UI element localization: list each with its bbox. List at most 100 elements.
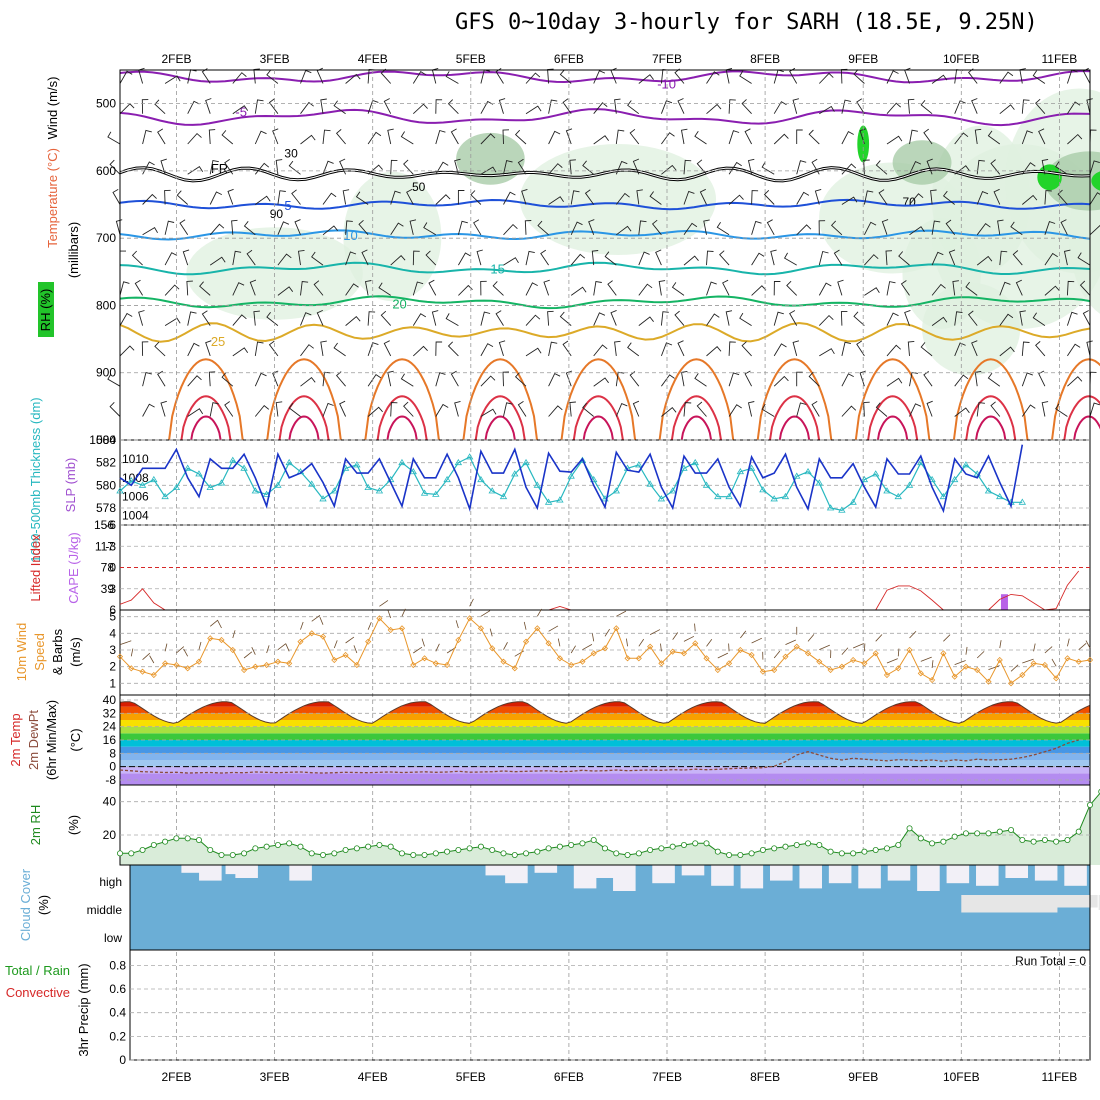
wind-barb <box>524 220 532 235</box>
wind-barb <box>445 71 459 84</box>
wind-barb <box>694 130 707 145</box>
wind-barb <box>543 279 550 296</box>
wind-barb <box>187 100 200 114</box>
wind-barb <box>1044 252 1058 266</box>
wind-barb <box>412 103 428 115</box>
wind-barb <box>967 310 978 326</box>
wind-barb <box>954 165 970 175</box>
wind-barb <box>1089 160 1100 175</box>
wind-speed-point <box>241 666 248 674</box>
wind-barb <box>570 221 583 235</box>
wind-barb <box>232 72 247 84</box>
cloud-gap-high <box>770 865 793 881</box>
rh-point <box>669 843 676 850</box>
wind-barb <box>942 190 955 205</box>
wind-barb <box>254 99 264 114</box>
wind-barb <box>254 372 267 387</box>
wind-speed-point <box>207 635 214 642</box>
wind-barb <box>498 340 506 357</box>
wind-barb <box>333 342 346 357</box>
wind-barb <box>886 312 899 326</box>
wind-barb <box>187 408 204 417</box>
wind-barb <box>525 314 541 326</box>
date-label-bottom-9: 11FEB <box>1042 1070 1078 1084</box>
wind-barb <box>187 342 200 357</box>
wind-barb <box>358 219 369 236</box>
rh-point <box>207 847 214 854</box>
wind-barb <box>1015 279 1023 296</box>
wind-barb <box>514 129 527 145</box>
wind-barb <box>492 281 504 296</box>
wind-barb <box>683 255 699 266</box>
wind-barb <box>454 400 461 417</box>
wind-barb <box>792 340 800 357</box>
wind-barb <box>275 159 283 175</box>
wind-speed-point <box>1086 656 1094 664</box>
panel-temp-ytick: 0 <box>109 760 116 774</box>
wind-barb <box>412 250 420 266</box>
wind-barb <box>841 373 854 387</box>
isotherm-35-0 <box>180 395 232 441</box>
wind-speed-point <box>782 653 789 660</box>
wind-barb <box>706 103 722 115</box>
wind-barb <box>976 255 993 266</box>
panel-thickness-frame <box>119 439 1091 526</box>
wind-barb <box>990 401 1001 417</box>
wind-barb-10m <box>604 628 610 637</box>
wind-barb <box>999 104 1015 115</box>
wind-barb <box>179 219 189 236</box>
wind-barb-10m <box>435 643 440 652</box>
wind-barb-10m <box>319 616 324 625</box>
wind-barb-10m <box>149 655 155 664</box>
wind-speed-point <box>1007 680 1015 687</box>
wind-barb <box>141 341 149 356</box>
rh-point <box>455 847 462 854</box>
wind-barb <box>112 189 121 205</box>
wind-barb-10m <box>1044 646 1053 654</box>
wind-barb <box>886 377 903 387</box>
wind-barb <box>739 312 752 326</box>
wind-barb <box>744 128 752 145</box>
wind-barb <box>142 372 152 387</box>
wind-barb <box>157 370 166 387</box>
ytick-upper-700: 700 <box>96 231 116 245</box>
wind-barb <box>909 226 925 236</box>
wind-barb-10m <box>413 646 423 654</box>
wind-barb <box>187 165 204 175</box>
wind-barb <box>164 317 181 326</box>
wind-barb <box>470 190 482 205</box>
wind-barb <box>277 221 290 235</box>
wind-barb-10m <box>875 634 883 642</box>
wind-barb <box>974 371 982 387</box>
wind-speed-point <box>297 638 304 645</box>
rh-point <box>195 837 202 844</box>
ylabel-2m-dewpt: 2m DewPt <box>26 710 41 770</box>
wind-speed-point <box>771 666 778 674</box>
wind-barb <box>638 74 654 84</box>
thickness-point <box>274 481 282 488</box>
wind-barb <box>923 128 933 145</box>
wind-barb-10m <box>379 600 389 607</box>
wind-barb <box>811 158 820 175</box>
wind-barb <box>209 191 222 205</box>
wind-barb <box>886 70 899 84</box>
wind-barb <box>1021 341 1030 356</box>
thickness-point <box>838 506 846 513</box>
isotherm-30-4 <box>560 358 637 441</box>
wind-speed-point <box>1041 661 1048 669</box>
wind-barb <box>412 281 424 296</box>
wind-barb <box>909 129 918 145</box>
wind-barb <box>186 280 193 296</box>
wind-barb <box>562 98 572 114</box>
wind-barb <box>751 285 767 296</box>
ytick-slp-1010: 1010 <box>122 452 149 466</box>
wind-barb <box>898 251 910 266</box>
wind-barb <box>473 219 482 236</box>
wind-barb <box>818 220 826 235</box>
panel-rh-ytick: 40 <box>103 795 117 809</box>
wind-barb <box>268 340 279 357</box>
isotherm-40-5 <box>680 415 713 441</box>
rh-point <box>602 845 609 852</box>
wind-barb <box>789 310 798 326</box>
wind-barb <box>320 340 327 356</box>
